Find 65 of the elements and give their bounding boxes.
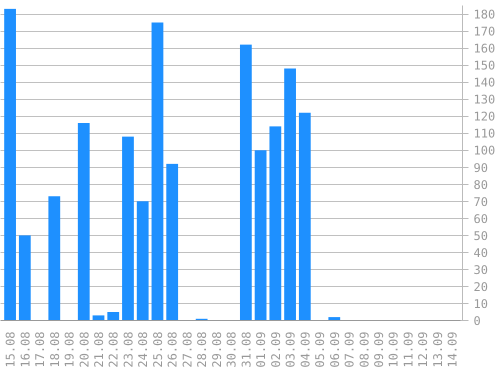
bar	[152, 22, 164, 320]
x-tick-label: 07.09	[342, 332, 357, 368]
y-tick-label: 60	[474, 212, 488, 226]
x-tick-label: 05.09	[313, 332, 328, 368]
x-tick-label: 31.08	[239, 332, 254, 368]
y-tick-label: 30	[474, 262, 488, 277]
x-tick-label: 17.08	[33, 332, 48, 368]
bar	[240, 44, 252, 320]
x-tick-label: 10.09	[386, 332, 401, 368]
bar	[78, 122, 90, 320]
y-tick-label: 80	[474, 178, 488, 192]
y-tick-label: 160	[474, 42, 496, 56]
y-tick-label: 10	[474, 296, 488, 311]
bar	[284, 68, 296, 320]
y-tick-label: 50	[474, 228, 488, 243]
x-tick-label: 08.09	[357, 332, 372, 368]
x-tick-label: 20.08	[77, 332, 92, 368]
x-tick-label: 23.08	[121, 332, 136, 368]
x-tick-label: 27.08	[180, 332, 194, 368]
x-tick-label: 26.08	[166, 332, 180, 368]
x-tick-label: 06.09	[328, 332, 342, 368]
bar	[107, 312, 120, 320]
y-tick-label: 180	[474, 8, 496, 22]
bar	[92, 315, 104, 320]
x-tick-label: 28.08	[195, 332, 210, 368]
x-tick-label: 12.09	[416, 332, 430, 368]
y-tick-label: 130	[474, 92, 496, 107]
bar	[298, 112, 311, 320]
x-tick-label: 18.08	[48, 332, 62, 368]
x-tick-label: 24.08	[136, 332, 150, 368]
y-tick-label: 120	[474, 110, 496, 124]
x-tick-label: 25.08	[150, 332, 165, 368]
bar	[4, 8, 16, 320]
bar	[254, 150, 266, 320]
bar	[48, 196, 60, 320]
x-tick-label: 03.09	[284, 332, 298, 368]
y-tick-label: 100	[474, 144, 496, 158]
bar	[269, 126, 282, 320]
x-tick-label: 15.08	[4, 332, 18, 368]
y-tick-label: 90	[474, 160, 488, 175]
x-tick-label: 29.08	[210, 332, 224, 368]
x-tick-label: 21.08	[92, 332, 106, 368]
y-tick-label: 40	[474, 246, 488, 260]
y-tick-label: 140	[474, 76, 496, 90]
y-tick-label: 110	[474, 126, 496, 141]
x-tick-label: 02.09	[268, 332, 283, 368]
y-tick-label: 170	[474, 24, 496, 39]
x-tick-label: 22.08	[106, 332, 121, 368]
y-tick-label: 20	[474, 280, 488, 294]
x-tick-label: 04.09	[298, 332, 312, 368]
x-tick-label: 30.08	[224, 332, 239, 368]
bar	[122, 136, 134, 320]
y-tick-label: 150	[474, 58, 496, 73]
x-tick-label: 14.09	[446, 332, 460, 368]
x-tick-label: 09.09	[372, 332, 386, 368]
x-tick-label: 19.08	[62, 332, 77, 368]
bar	[18, 235, 31, 320]
bar	[166, 164, 178, 320]
x-tick-label: 01.09	[254, 332, 268, 368]
x-tick-label: 13.09	[430, 332, 445, 368]
x-tick-label: 16.08	[18, 332, 32, 368]
y-tick-label: 70	[474, 194, 488, 209]
x-tick-label: 11.09	[401, 332, 416, 368]
bar	[136, 201, 149, 320]
y-tick-label: 0	[474, 314, 481, 328]
